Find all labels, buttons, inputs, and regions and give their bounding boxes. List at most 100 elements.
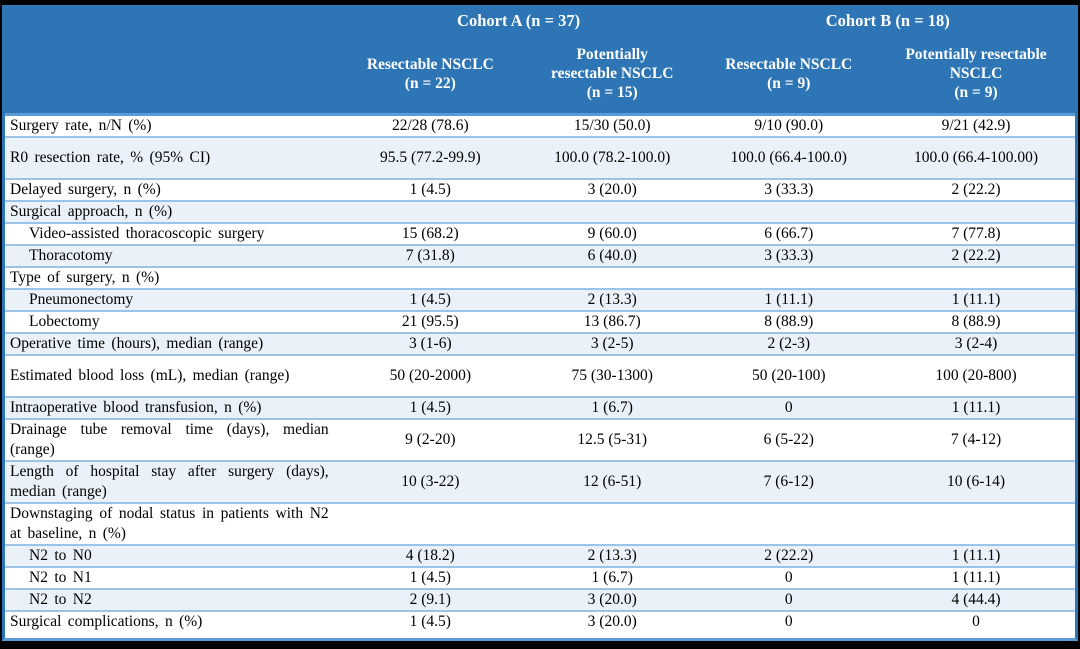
cell-value: 0: [700, 396, 878, 419]
cell-value: 2 (22.2): [877, 178, 1075, 201]
row-label: Surgery rate, n/N (%): [10, 117, 152, 134]
cell-value: 6 (66.7): [700, 222, 878, 245]
corner-cell-lower: [5, 34, 337, 116]
cell-value: [523, 200, 701, 223]
row-label: N2 to N0: [5, 544, 337, 567]
cell-value: 100 (20-800): [877, 354, 1075, 397]
cell-value: 2 (22.2): [877, 244, 1075, 267]
cell-value: 6 (5-22): [700, 418, 878, 461]
row-label: Type of surgery, n (%): [5, 266, 337, 289]
table-row: N2 to N2 2 (9.1) 3 (20.0) 0 4 (44.4): [5, 588, 1075, 611]
cell-value: 15/30 (50.0): [573, 117, 651, 134]
cell-value: 10 (3-22): [336, 460, 524, 503]
cell-value: 50 (20-100): [700, 354, 878, 397]
column-header-resectable-a: Resectable NSCLC (n = 22): [336, 34, 524, 116]
group-header-row: Cohort A (n = 37) Cohort B (n = 18): [5, 5, 1075, 34]
cell-value: 0: [877, 610, 1075, 632]
cell-value: 7 (31.8): [336, 244, 524, 267]
cell-value: 1 (4.5): [336, 610, 524, 632]
cell-value: [700, 200, 878, 223]
table-row: Intraoperative blood transfusion, n (%) 1…: [5, 396, 1075, 419]
cell-value: [877, 502, 1075, 545]
cell-value: 3 (20.0): [523, 610, 701, 632]
cell-value: 100.0 (66.4-100.0): [700, 136, 878, 179]
table-row: Surgical complications, n (%) 1 (4.5) 3 (2…: [5, 610, 1075, 632]
cell-value: 6 (40.0): [523, 244, 701, 267]
row-label: Video-assisted thoracoscopic surgery: [5, 222, 337, 245]
row-label: Surgical complications, n (%): [5, 610, 337, 632]
table-row: Lobectomy 21 (95.5) 13 (86.7) 8 (88.9) 8 (88…: [5, 310, 1075, 333]
cell-value: 95.5 (77.2-99.9): [336, 136, 524, 179]
column-header-resectable-b: Resectable NSCLC (n = 9): [700, 34, 878, 116]
cell-value: 1 (11.1): [700, 288, 878, 311]
cell-value: 1 (4.5): [336, 288, 524, 311]
cell-value: 7 (4-12): [877, 418, 1075, 461]
row-label: Lobectomy: [5, 310, 337, 333]
cell-value: [523, 266, 701, 289]
cell-value: 13 (86.7): [523, 310, 701, 333]
table-row: N2 to N0 4 (18.2) 2 (13.3) 2 (22.2) 1 (11.1): [5, 544, 1075, 567]
cell-value: 3 (2-4): [877, 332, 1075, 355]
cell-value: [877, 200, 1075, 223]
cell-value: 0: [700, 566, 878, 589]
cell-value: 1 (11.1): [877, 544, 1075, 567]
corner-cell: [5, 5, 337, 34]
cell-value: 2 (13.3): [523, 544, 701, 567]
cell-value: 3 (33.3): [700, 178, 878, 201]
cohort-a-group-header: Cohort A (n = 37): [457, 11, 581, 30]
cell-value: 15 (68.2): [336, 222, 524, 245]
cell-value: 2 (2-3): [700, 332, 878, 355]
cell-value: 75 (30-1300): [523, 354, 701, 397]
cell-value: 12.5 (5-31): [523, 418, 701, 461]
table-row: Estimated blood loss (mL), median (range…: [5, 354, 1075, 397]
cell-value: [700, 502, 878, 545]
row-label: N2 to N2: [5, 588, 337, 611]
table-row: Drainage tube removal time (days), media…: [5, 418, 1075, 461]
cell-value: 2 (22.2): [700, 544, 878, 567]
cell-value: [336, 266, 524, 289]
cell-value: 3 (20.0): [523, 178, 701, 201]
column-header-potentially-resectable-a: Potentially resectable NSCLC (n = 15): [523, 34, 701, 116]
table-row: Thoracotomy 7 (31.8) 6 (40.0) 3 (33.3) 2 (22…: [5, 244, 1075, 267]
table-row: Video-assisted thoracoscopic surgery 15 (…: [5, 222, 1075, 245]
cell-value: 100.0 (78.2-100.0): [523, 136, 701, 179]
cell-value: 9/10 (90.0): [754, 117, 824, 134]
cell-value: 21 (95.5): [336, 310, 524, 333]
table-body: Surgery rate, n/N (%) 22/28 (78.6) 15/30 (…: [5, 114, 1075, 632]
table-row: Pneumonectomy 1 (4.5) 2 (13.3) 1 (11.1) 1 (1…: [5, 288, 1075, 311]
table-row: Surgery rate, n/N (%) 22/28 (78.6) 15/30 (…: [5, 114, 1075, 137]
cell-value: 3 (1-6): [336, 332, 524, 355]
cell-value: 1 (4.5): [336, 566, 524, 589]
cell-value: 4 (44.4): [877, 588, 1075, 611]
row-label: Estimated blood loss (mL), median (range…: [5, 354, 337, 397]
table-row: Delayed surgery, n (%) 1 (4.5) 3 (20.0) 3 (…: [5, 178, 1075, 201]
surgical-outcomes-table: Cohort A (n = 37) Cohort B (n = 18) Rese…: [5, 5, 1075, 632]
row-label: Drainage tube removal time (days), media…: [5, 418, 337, 461]
cell-value: 2 (13.3): [523, 288, 701, 311]
table-row: R0 resection rate, % (95% CI) 95.5 (77.2-…: [5, 136, 1075, 179]
cell-value: 8 (88.9): [877, 310, 1075, 333]
column-header-potentially-resectable-b: Potentially resectable NSCLC (n = 9): [877, 34, 1075, 116]
column-header-row: Resectable NSCLC (n = 22) Potentially re…: [5, 34, 1075, 116]
cell-value: 7 (77.8): [877, 222, 1075, 245]
cell-value: [700, 266, 878, 289]
cell-value: 50 (20-2000): [336, 354, 524, 397]
row-label: Pneumonectomy: [5, 288, 337, 311]
table-row: Type of surgery, n (%): [5, 266, 1075, 289]
cell-value: 9 (2-20): [336, 418, 524, 461]
cell-value: 8 (88.9): [700, 310, 878, 333]
row-label: R0 resection rate, % (95% CI): [5, 136, 337, 179]
cell-value: 1 (6.7): [523, 566, 701, 589]
cell-value: 1 (11.1): [877, 396, 1075, 419]
cell-value: [336, 200, 524, 223]
table-header: Cohort A (n = 37) Cohort B (n = 18) Rese…: [5, 5, 1075, 116]
cell-value: 3 (33.3): [700, 244, 878, 267]
row-label: N2 to N1: [5, 566, 337, 589]
cell-value: [336, 502, 524, 545]
row-label: Delayed surgery, n (%): [5, 178, 337, 201]
cell-value: 1 (4.5): [336, 178, 524, 201]
cell-value: 1 (6.7): [523, 396, 701, 419]
table-row: Downstaging of nodal status in patients …: [5, 502, 1075, 545]
cell-value: 0: [700, 588, 878, 611]
cell-value: 9/21 (42.9): [941, 117, 1011, 134]
